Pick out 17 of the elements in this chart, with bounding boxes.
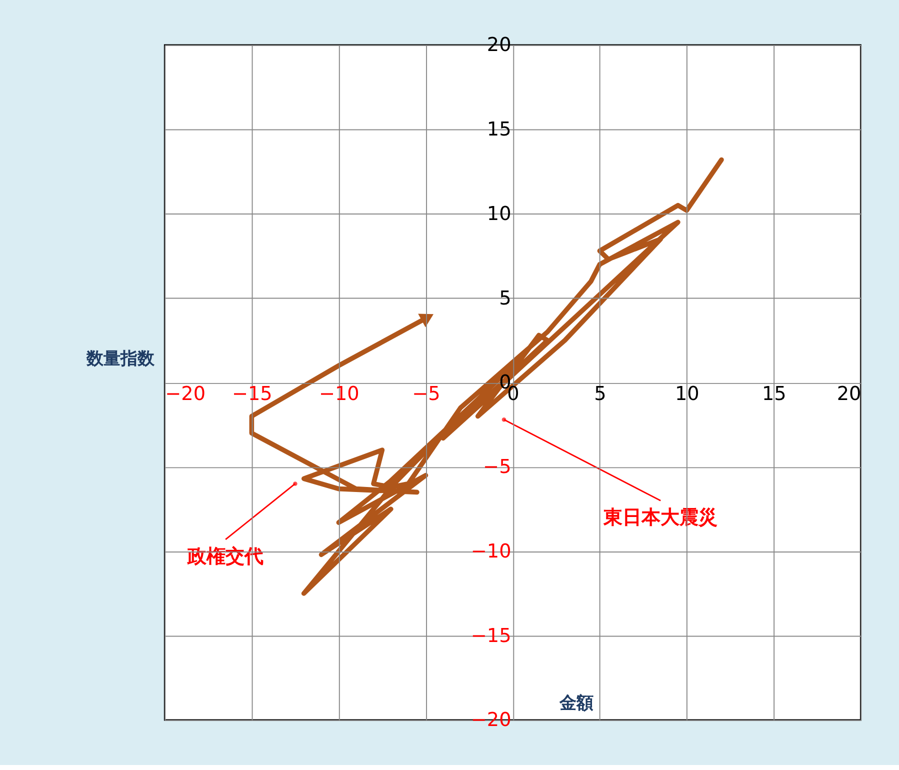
x-tick-label: −5 bbox=[412, 382, 440, 406]
y-tick-label: 10 bbox=[486, 202, 512, 225]
annotation: 東日本大震災 bbox=[602, 506, 718, 529]
x-tick-label: 10 bbox=[675, 382, 700, 406]
x-tick-label: 20 bbox=[836, 382, 862, 406]
x-axis-title: 金額 bbox=[558, 693, 594, 714]
y-tick-label: 15 bbox=[486, 118, 512, 141]
y-tick-label: 5 bbox=[499, 286, 512, 310]
y-tick-label: −5 bbox=[483, 455, 512, 478]
x-tick-label: −10 bbox=[318, 382, 360, 406]
y-tick-label: −15 bbox=[470, 624, 512, 647]
y-tick-label: −10 bbox=[470, 539, 512, 562]
x-tick-label: −15 bbox=[232, 382, 272, 406]
x-tick-label: −20 bbox=[165, 382, 206, 406]
y-axis-title: 数量指数 bbox=[86, 348, 156, 369]
x-tick-label: 15 bbox=[762, 382, 786, 406]
x-tick-label: 5 bbox=[594, 382, 606, 406]
